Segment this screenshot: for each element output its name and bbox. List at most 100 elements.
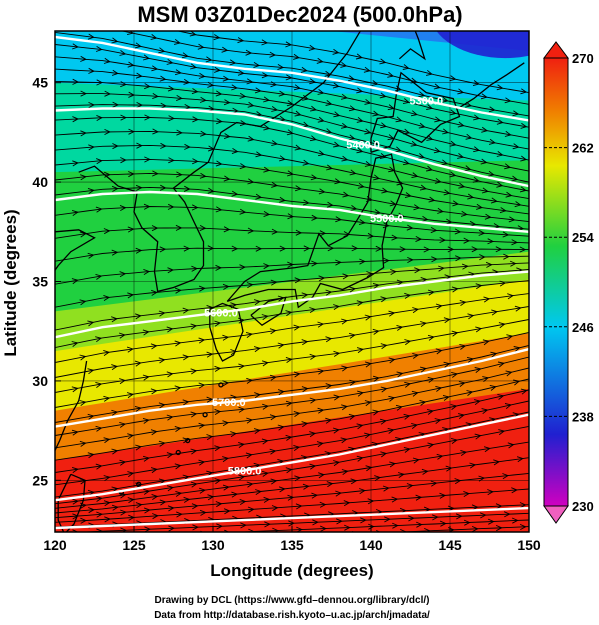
y-tick-label: 35 <box>32 274 48 290</box>
flow-arrow <box>463 519 471 526</box>
flow-arrow <box>359 488 366 495</box>
flow-arrow <box>174 425 182 432</box>
flow-arrow <box>103 475 111 482</box>
flow-arrow <box>396 279 404 286</box>
flow-arrow <box>364 128 372 135</box>
flow-arrow <box>309 135 317 142</box>
flow-arrow <box>166 371 174 378</box>
flow-arrow <box>493 459 501 466</box>
flow-arrow <box>247 178 255 185</box>
flow-arrow <box>415 494 423 501</box>
flow-arrow <box>426 104 434 110</box>
flow-arrow <box>269 374 277 381</box>
flow-arrow <box>308 44 316 51</box>
flow-arrow <box>87 452 95 459</box>
flow-arrow <box>277 342 285 349</box>
height-contour <box>55 506 529 530</box>
flow-arrow <box>134 313 142 320</box>
flow-arrow <box>166 326 174 333</box>
flow-arrow <box>80 90 88 97</box>
flow-arrow <box>300 66 308 73</box>
flow-arrow <box>120 157 127 164</box>
flow-arrow <box>176 95 183 102</box>
flow-arrow <box>416 542 422 547</box>
flow-arrow <box>105 555 111 560</box>
flow-arrow <box>317 407 325 414</box>
flow-arrow <box>396 179 404 186</box>
flow-arrow <box>474 367 482 373</box>
flow-arrow <box>159 499 167 506</box>
flow-arrow <box>342 273 350 280</box>
flow-arrow <box>356 300 364 307</box>
flow-arrow <box>344 524 351 531</box>
colorbar-bar <box>543 57 569 507</box>
flow-arrow <box>371 140 379 147</box>
flow-arrow <box>263 166 271 173</box>
flow-arrow <box>104 128 111 136</box>
flow-arrow <box>411 422 419 429</box>
flow-arrow <box>285 467 293 474</box>
flow-arrow <box>72 9 78 14</box>
flow-arrow <box>324 70 332 77</box>
flow-arrow <box>127 497 135 504</box>
flow-arrow <box>88 101 96 109</box>
flow-arrow <box>143 268 151 275</box>
flow-arrow <box>381 187 389 194</box>
flow-arrow <box>294 144 302 151</box>
flow-arrow <box>96 12 102 17</box>
flow-arrow <box>104 25 110 30</box>
height-contour <box>55 347 529 428</box>
flow-arrow <box>71 341 79 347</box>
flow-arrow <box>238 317 245 324</box>
flow-arrow <box>199 487 206 494</box>
flow-arrow <box>483 446 491 453</box>
flow-arrow <box>426 408 434 415</box>
flow-arrow <box>239 92 247 99</box>
flow-arrow <box>434 418 442 424</box>
flow-arrow <box>182 354 190 361</box>
flow-arrow <box>254 87 262 94</box>
flow-arrow <box>356 87 364 94</box>
flow-arrow <box>111 316 118 323</box>
flow-arrow <box>511 517 519 524</box>
flow-arrow <box>128 91 136 98</box>
flow-arrow <box>152 128 159 135</box>
flow-arrow <box>95 495 103 502</box>
flow-arrow <box>390 268 397 275</box>
flow-arrow <box>379 418 387 425</box>
flow-arrow <box>190 323 198 330</box>
flow-arrow <box>144 114 151 121</box>
flow-arrow <box>344 545 350 550</box>
flow-arrow <box>333 304 340 310</box>
flow-arrow <box>449 171 457 178</box>
flow-arrow <box>415 236 423 243</box>
flow-arrow <box>144 83 151 90</box>
flow-arrow <box>293 324 301 331</box>
flow-arrow <box>159 75 167 82</box>
flow-arrow <box>174 463 182 470</box>
flow-arrow <box>458 381 466 387</box>
flow-arrow <box>459 343 467 350</box>
flow-arrow <box>359 258 366 265</box>
flow-arrow <box>411 172 419 179</box>
flow-arrow <box>89 543 95 548</box>
flow-arrow <box>498 322 506 329</box>
flow-arrow <box>457 88 465 95</box>
flow-arrow <box>277 295 285 302</box>
island <box>175 449 181 456</box>
flow-arrow <box>104 516 111 523</box>
flow-arrow <box>348 75 356 82</box>
flow-arrow <box>383 257 390 264</box>
flow-arrow <box>224 550 230 555</box>
flow-arrow <box>277 389 285 396</box>
flow-arrow <box>119 204 127 211</box>
flow-arrow <box>103 349 111 356</box>
chart-title: MSM 03Z01Dec2024 (500.0hPa) <box>137 2 462 27</box>
flow-arrow <box>127 471 135 478</box>
flow-arrow <box>239 208 247 215</box>
flow-arrow <box>103 294 111 301</box>
flow-arrow <box>152 553 158 558</box>
flow-arrow <box>285 356 293 363</box>
flow-arrow <box>404 292 412 299</box>
flow-arrow <box>198 285 206 292</box>
